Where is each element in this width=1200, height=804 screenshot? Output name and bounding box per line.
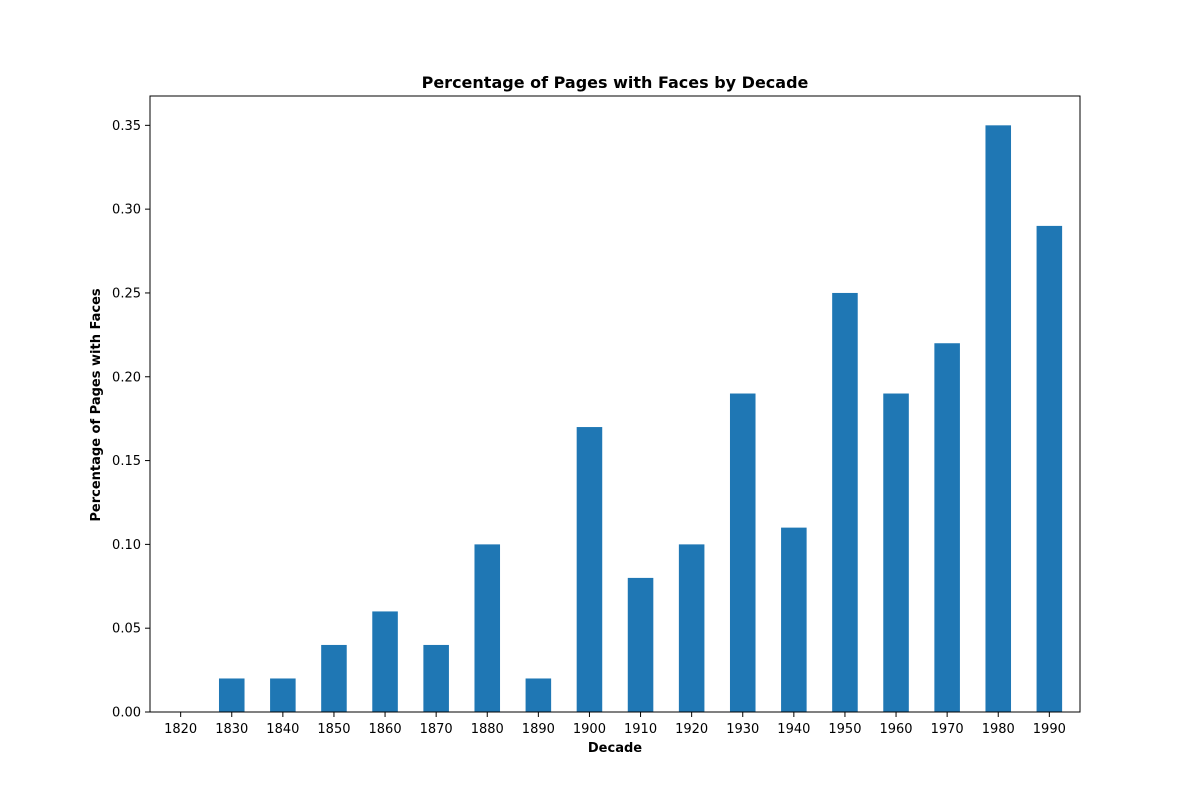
x-axis: 1820 1830 1840 1850 1860 1870 1880 1890 1900 1910… xyxy=(164,712,1066,737)
x-tick-label: 1990 xyxy=(1033,722,1066,737)
x-tick-label: 1930 xyxy=(726,722,759,737)
chart-title: Percentage of Pages with Faces by Decade xyxy=(422,73,809,92)
bar-1990 xyxy=(1036,225,1063,712)
y-tick-label: 0.20 xyxy=(112,370,141,385)
x-tick-label: 1860 xyxy=(369,722,402,737)
x-tick-label: 1870 xyxy=(420,722,453,737)
x-tick-label: 1820 xyxy=(164,722,197,737)
bar-1960 xyxy=(883,393,909,712)
y-tick-label: 0.00 xyxy=(112,706,141,721)
x-tick-label: 1910 xyxy=(624,722,657,737)
bar-1940 xyxy=(781,527,807,712)
y-axis: 0.00 0.05 0.10 0.15 0.20 0.25 0.30 0.35 xyxy=(112,119,150,721)
bar-1910 xyxy=(627,577,654,712)
bar-1840 xyxy=(270,678,296,712)
y-tick-label: 0.05 xyxy=(112,622,141,637)
x-tick-label: 1950 xyxy=(828,722,861,737)
x-tick-label: 1830 xyxy=(215,722,248,737)
y-axis-label: Percentage of Pages with Faces xyxy=(89,288,104,521)
bar-1930 xyxy=(729,393,756,712)
x-tick-label: 1890 xyxy=(522,722,555,737)
x-tick-label: 1970 xyxy=(931,722,964,737)
bar-1830 xyxy=(218,678,245,712)
bar-1870 xyxy=(423,644,449,712)
bar-1980 xyxy=(985,125,1012,712)
y-tick-label: 0.10 xyxy=(112,538,141,553)
x-tick-label: 1980 xyxy=(982,722,1015,737)
x-tick-label: 1880 xyxy=(471,722,504,737)
y-tick-label: 0.35 xyxy=(112,119,141,134)
bar-1890 xyxy=(525,678,552,712)
bar-1880 xyxy=(474,544,501,712)
x-axis-label: Decade xyxy=(588,741,642,756)
x-tick-label: 1920 xyxy=(675,722,708,737)
x-tick-label: 1960 xyxy=(879,722,912,737)
bar-1860 xyxy=(372,611,398,712)
y-tick-label: 0.15 xyxy=(112,454,141,469)
bar-1900 xyxy=(576,427,603,712)
y-tick-label: 0.30 xyxy=(112,203,141,218)
bar-1970 xyxy=(934,343,960,712)
x-tick-label: 1850 xyxy=(317,722,350,737)
bar-1920 xyxy=(678,544,705,712)
y-tick-label: 0.25 xyxy=(112,286,141,301)
plot-frame xyxy=(149,95,1081,713)
bars-group xyxy=(218,125,1063,712)
x-tick-label: 1840 xyxy=(266,722,299,737)
bar-1850 xyxy=(321,644,347,712)
bar-1950 xyxy=(832,292,858,712)
x-tick-label: 1940 xyxy=(777,722,810,737)
x-tick-label: 1900 xyxy=(573,722,606,737)
